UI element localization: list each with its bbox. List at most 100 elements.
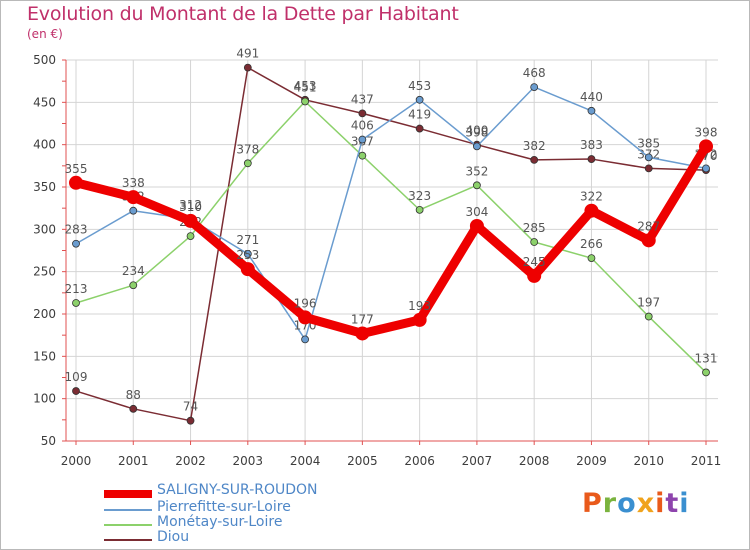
data-label: 283 — [65, 223, 88, 237]
y-tick-label: 300 — [33, 222, 56, 236]
logo-letter: i — [655, 488, 666, 519]
data-label: 400 — [465, 124, 488, 138]
data-point — [530, 156, 539, 164]
data-label: 177 — [351, 312, 374, 326]
data-label: 419 — [408, 108, 431, 122]
data-label: 453 — [408, 79, 431, 93]
logo-letter: P — [582, 488, 603, 519]
data-label: 352 — [465, 164, 488, 178]
legend-label: SALIGNY-SUR-ROUDON — [157, 482, 318, 498]
data-label: 310 — [179, 200, 202, 214]
data-label: 74 — [183, 400, 198, 414]
data-point — [584, 203, 599, 218]
data-point — [72, 387, 80, 395]
x-tick-label: 2001 — [118, 454, 149, 468]
data-point — [358, 109, 367, 118]
data-label: 398 — [695, 125, 718, 139]
legend-label: Diou — [157, 529, 190, 545]
data-label: 287 — [637, 219, 660, 233]
data-point — [243, 249, 252, 258]
data-label: 437 — [351, 92, 374, 106]
data-point — [644, 312, 653, 321]
data-point — [186, 232, 195, 241]
legend-swatch — [104, 524, 152, 526]
data-point — [358, 151, 367, 160]
data-point — [301, 97, 309, 106]
logo-letter: i — [679, 488, 690, 519]
x-tick-label: 2006 — [404, 454, 435, 468]
legend-swatch — [104, 509, 152, 511]
proxiti-logo: Proxiti — [582, 488, 690, 519]
data-label: 322 — [580, 190, 603, 204]
y-tick-label: 500 — [33, 53, 56, 67]
data-label: 406 — [351, 119, 374, 133]
data-label: 109 — [65, 370, 88, 384]
data-point — [186, 416, 195, 425]
legend-swatch — [104, 490, 152, 498]
series-line — [75, 66, 707, 422]
legend-label: Monétay-sur-Loire — [157, 514, 283, 530]
data-point — [641, 233, 656, 248]
data-point — [702, 164, 710, 173]
data-label: 193 — [408, 299, 431, 313]
data-point — [530, 238, 539, 246]
data-label: 440 — [580, 90, 603, 104]
x-tick-label: 2007 — [462, 454, 493, 468]
data-point — [699, 139, 713, 154]
data-point — [473, 142, 481, 151]
data-label: 131 — [695, 351, 718, 365]
data-point — [644, 153, 653, 162]
logo-letter: r — [602, 488, 618, 519]
data-point — [587, 155, 596, 163]
y-tick-label: 200 — [33, 307, 56, 321]
y-tick-label: 50 — [41, 434, 56, 448]
data-point — [298, 310, 313, 325]
data-point — [240, 262, 255, 277]
data-label: 385 — [637, 136, 660, 150]
data-point — [69, 175, 83, 190]
data-label: 383 — [580, 138, 603, 152]
data-point — [243, 63, 252, 72]
x-tick-label: 2011 — [691, 454, 722, 468]
data-point — [72, 239, 80, 248]
data-point — [129, 206, 138, 215]
data-point — [473, 181, 481, 190]
data-point — [415, 205, 424, 214]
data-point — [129, 404, 138, 413]
data-point — [243, 159, 252, 168]
data-point — [129, 281, 138, 290]
data-label: 234 — [122, 264, 145, 278]
data-label: 453 — [294, 79, 317, 93]
data-point — [587, 106, 596, 115]
legend-label: Pierrefitte-sur-Loire — [157, 499, 291, 515]
data-label: 271 — [236, 233, 259, 247]
data-label: 213 — [65, 282, 88, 296]
data-point — [72, 299, 80, 307]
data-point — [412, 312, 427, 327]
y-tick-label: 250 — [33, 265, 56, 279]
logo-letter: x — [636, 488, 656, 519]
logo-letter: o — [617, 488, 637, 519]
data-label: 312 — [179, 198, 202, 212]
data-point — [644, 164, 653, 173]
data-point — [702, 368, 710, 377]
x-tick-label: 2008 — [519, 454, 550, 468]
data-point — [527, 268, 542, 283]
x-tick-label: 2009 — [576, 454, 607, 468]
data-label: 304 — [465, 205, 488, 219]
data-point — [126, 190, 141, 205]
data-label: 468 — [523, 66, 546, 80]
data-point — [415, 124, 424, 133]
y-tick-label: 450 — [33, 95, 56, 109]
x-tick-label: 2000 — [61, 454, 92, 468]
data-label: 491 — [236, 47, 259, 61]
data-label: 285 — [523, 221, 546, 235]
logo-letter: t — [665, 488, 680, 519]
chart-subtitle: (en €) — [27, 27, 63, 41]
x-tick-label: 2005 — [347, 454, 378, 468]
data-label: 398 — [465, 125, 488, 139]
y-tick-label: 100 — [33, 392, 56, 406]
chart-title: Evolution du Montant de la Dette par Hab… — [27, 3, 459, 25]
